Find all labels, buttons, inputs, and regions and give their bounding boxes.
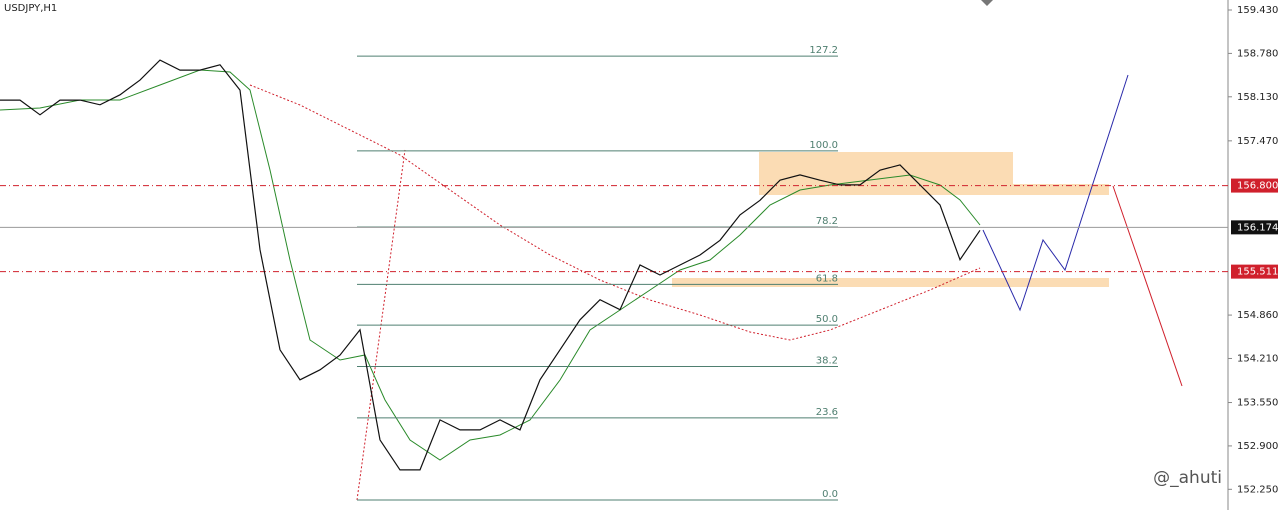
supply-zone — [759, 152, 1013, 195]
price-line-series — [0, 59, 981, 471]
symbol-label: USDJPY,H1 — [4, 3, 57, 14]
price-label: 156.174 — [1237, 222, 1278, 233]
y-tick-label: 152.250 — [1237, 484, 1278, 495]
fib-label: 61.8 — [816, 273, 838, 284]
fib-label: 0.0 — [822, 489, 838, 500]
y-tick-label: 152.900 — [1237, 441, 1278, 452]
y-tick-label: 154.860 — [1237, 310, 1278, 321]
fib-label: 100.0 — [809, 140, 838, 151]
marker — [981, 0, 993, 6]
watermark: @_ahuti — [1153, 468, 1222, 488]
price-label-bg — [1231, 178, 1278, 193]
projection-bullish — [982, 74, 1129, 312]
fib-label: 127.2 — [809, 45, 838, 56]
price-label-bg — [1231, 264, 1278, 279]
y-tick-label: 153.550 — [1237, 398, 1278, 409]
projection-bearish — [1112, 185, 1183, 387]
y-tick-label: 157.470 — [1237, 136, 1278, 147]
fast-ma — [0, 69, 981, 461]
demand-zone — [672, 278, 1109, 287]
fib-label: 23.6 — [816, 407, 838, 418]
price-label: 155.511 — [1237, 267, 1278, 278]
y-tick-label: 159.430 — [1237, 5, 1278, 16]
supply-zone — [1013, 184, 1109, 195]
price-label-bg — [1231, 220, 1278, 235]
fib-label: 50.0 — [816, 314, 838, 325]
fib-label: 38.2 — [816, 355, 838, 366]
fib-label: 78.2 — [816, 216, 838, 227]
y-tick-label: 154.210 — [1237, 353, 1278, 364]
slow-ma — [249, 84, 981, 341]
y-tick-label: 158.780 — [1237, 48, 1278, 59]
price-label: 156.800 — [1237, 181, 1278, 192]
y-tick-label: 158.130 — [1237, 92, 1278, 103]
